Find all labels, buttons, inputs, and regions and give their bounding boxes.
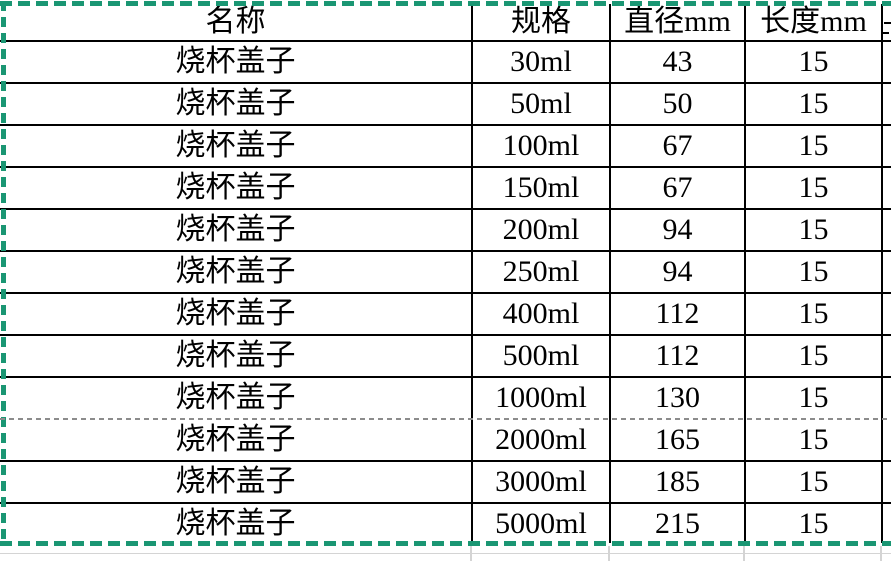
cell-length[interactable]: 15	[745, 377, 883, 419]
cell-spec[interactable]: 250ml	[472, 251, 611, 294]
cell-spec[interactable]: 150ml	[472, 167, 611, 210]
cell-spec[interactable]: 400ml	[472, 293, 611, 336]
cell-length[interactable]: 15	[745, 251, 883, 294]
cell-name[interactable]: 烧杯盖子	[0, 503, 473, 543]
table-row: 烧杯盖子 1000ml 130 15	[0, 377, 891, 419]
cell-name[interactable]: 烧杯盖子	[0, 125, 473, 168]
clipped-header-character-icon	[884, 22, 891, 24]
cell-diameter[interactable]: 112	[610, 335, 746, 378]
product-table: 名称 规格 直径mm 长度mm 烧杯盖子 30ml 43 15 烧杯盖子 50m…	[0, 4, 891, 543]
cell-diameter[interactable]: 67	[610, 125, 746, 168]
cell-diameter[interactable]: 50	[610, 83, 746, 126]
cell-diameter[interactable]: 215	[610, 503, 746, 543]
table-row: 烧杯盖子 3000ml 185 15	[0, 461, 891, 504]
cell-extra[interactable]	[882, 503, 891, 543]
cell-extra[interactable]	[882, 251, 891, 294]
cell-diameter[interactable]: 112	[610, 293, 746, 336]
header-cell-spec[interactable]: 规格	[472, 4, 611, 42]
cell-spec[interactable]: 1000ml	[472, 377, 611, 419]
table-row: 烧杯盖子 200ml 94 15	[0, 209, 891, 252]
cell-name[interactable]: 烧杯盖子	[0, 209, 473, 252]
table-row: 烧杯盖子 50ml 50 15	[0, 83, 891, 126]
cell-extra[interactable]	[882, 419, 891, 462]
gridline-below-vertical	[470, 546, 472, 561]
cell-name[interactable]: 烧杯盖子	[0, 251, 473, 294]
gridline-below-vertical	[608, 546, 610, 561]
cell-spec[interactable]: 500ml	[472, 335, 611, 378]
cell-spec[interactable]: 200ml	[472, 209, 611, 252]
cell-diameter[interactable]: 94	[610, 209, 746, 252]
cell-length[interactable]: 15	[745, 503, 883, 543]
cell-extra[interactable]	[882, 209, 891, 252]
table-row: 烧杯盖子 400ml 112 15	[0, 293, 891, 336]
cell-name[interactable]: 烧杯盖子	[0, 167, 473, 210]
table-row: 烧杯盖子 250ml 94 15	[0, 251, 891, 294]
cell-length[interactable]: 15	[745, 335, 883, 378]
cell-spec[interactable]: 2000ml	[472, 419, 611, 462]
table-row: 烧杯盖子 150ml 67 15	[0, 167, 891, 210]
cell-spec[interactable]: 100ml	[472, 125, 611, 168]
cell-diameter[interactable]: 185	[610, 461, 746, 504]
cell-extra[interactable]	[882, 41, 891, 84]
cell-name[interactable]: 烧杯盖子	[0, 293, 473, 336]
print-area-border-left	[1, 1, 6, 546]
cell-spec[interactable]: 3000ml	[472, 461, 611, 504]
table-row: 烧杯盖子 100ml 67 15	[0, 125, 891, 168]
header-cell-diameter[interactable]: 直径mm	[610, 4, 746, 42]
cell-extra[interactable]	[882, 167, 891, 210]
table-row: 烧杯盖子 30ml 43 15	[0, 41, 891, 84]
cell-name[interactable]: 烧杯盖子	[0, 83, 473, 126]
cell-extra[interactable]	[882, 335, 891, 378]
cell-spec[interactable]: 30ml	[472, 41, 611, 84]
cell-diameter[interactable]: 130	[610, 377, 746, 419]
cell-extra[interactable]	[882, 377, 891, 419]
cell-length[interactable]: 15	[745, 41, 883, 84]
table-row: 烧杯盖子 2000ml 165 15	[0, 419, 891, 462]
header-row: 名称 规格 直径mm 长度mm	[0, 4, 891, 42]
cell-diameter[interactable]: 43	[610, 41, 746, 84]
cell-name[interactable]: 烧杯盖子	[0, 419, 473, 462]
table-body: 烧杯盖子 30ml 43 15 烧杯盖子 50ml 50 15 烧杯盖子 100…	[0, 41, 891, 543]
cell-name[interactable]: 烧杯盖子	[0, 41, 473, 84]
table-row: 烧杯盖子 500ml 112 15	[0, 335, 891, 378]
cell-extra[interactable]	[882, 125, 891, 168]
cell-name[interactable]: 烧杯盖子	[0, 461, 473, 504]
cell-length[interactable]: 15	[745, 125, 883, 168]
header-cell-length[interactable]: 长度mm	[745, 4, 883, 42]
cell-length[interactable]: 15	[745, 209, 883, 252]
cell-diameter[interactable]: 94	[610, 251, 746, 294]
cell-length[interactable]: 15	[745, 167, 883, 210]
gridline-below-vertical	[880, 546, 882, 561]
table-row: 烧杯盖子 5000ml 215 15	[0, 503, 891, 543]
cell-diameter[interactable]: 67	[610, 167, 746, 210]
print-area-border-bottom	[0, 541, 891, 546]
cell-spec[interactable]: 50ml	[472, 83, 611, 126]
cell-extra[interactable]	[882, 461, 891, 504]
cell-length[interactable]: 15	[745, 461, 883, 504]
cell-length[interactable]: 15	[745, 419, 883, 462]
cell-name[interactable]: 烧杯盖子	[0, 335, 473, 378]
cell-extra[interactable]	[882, 293, 891, 336]
cell-extra[interactable]	[882, 83, 891, 126]
cell-diameter[interactable]: 165	[610, 419, 746, 462]
gridline-below-vertical	[743, 546, 745, 561]
cell-name[interactable]: 烧杯盖子	[0, 377, 473, 419]
clipped-header-character-icon	[883, 32, 889, 34]
print-area-border-top	[0, 1, 891, 6]
cell-spec[interactable]: 5000ml	[472, 503, 611, 543]
header-cell-name[interactable]: 名称	[0, 4, 473, 42]
page-break-dashed-line	[0, 418, 891, 420]
cell-length[interactable]: 15	[745, 83, 883, 126]
cell-length[interactable]: 15	[745, 293, 883, 336]
gridline-below-horizontal	[0, 553, 891, 554]
